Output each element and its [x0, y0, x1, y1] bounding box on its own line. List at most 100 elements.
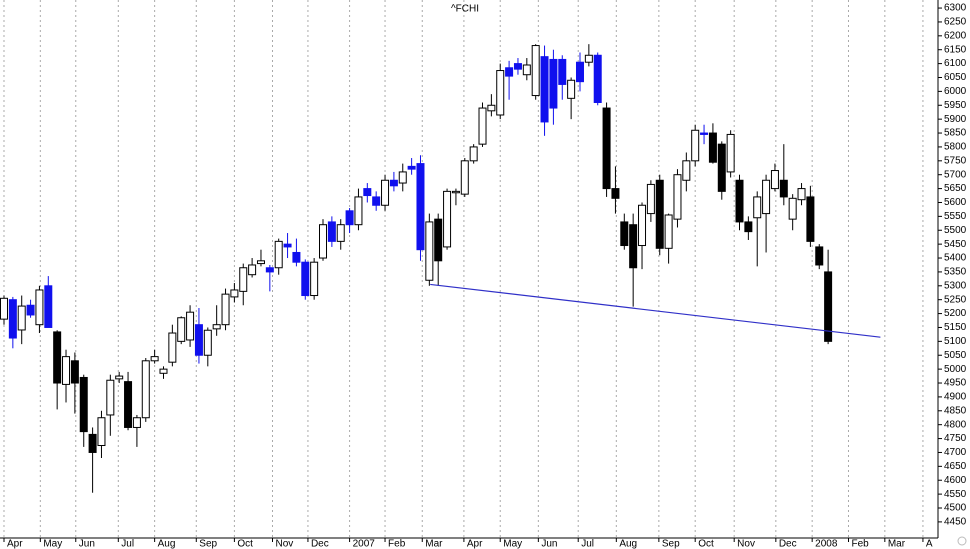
y-tick-label: 5900: [944, 114, 967, 125]
candle-body: [239, 267, 248, 292]
candle-body: [354, 196, 363, 226]
y-tick-label: 5700: [944, 169, 967, 180]
y-tick-label: 5650: [944, 183, 967, 194]
y-tick-label: 5750: [944, 155, 967, 166]
candle-body: [664, 214, 673, 249]
candle-body: [469, 146, 478, 162]
y-tick-label: 4900: [944, 392, 967, 403]
candle-body: [115, 375, 124, 380]
y-tick-label: 5250: [944, 294, 967, 305]
x-tick-label: Feb: [851, 539, 869, 549]
candle-body: [248, 264, 257, 276]
y-tick-label: 6150: [944, 44, 967, 55]
corner-icon: [957, 536, 967, 546]
candle-body: [593, 54, 602, 103]
candle-body: [770, 170, 779, 190]
candle-body: [301, 261, 310, 297]
x-tick-label: Apr: [467, 539, 483, 549]
candle-body: [673, 174, 682, 220]
candle-body: [726, 133, 735, 173]
candle-body: [283, 243, 292, 248]
candle-body: [53, 331, 62, 384]
candle-body: [274, 240, 283, 269]
candle-body: [513, 63, 522, 70]
candle-body: [124, 381, 133, 428]
x-tick-label: Aug: [619, 539, 637, 549]
candle-body: [753, 196, 762, 219]
y-tick-label: 5300: [944, 280, 967, 291]
candle-body: [212, 324, 221, 330]
candle-body: [363, 188, 372, 197]
y-tick-label: 5450: [944, 239, 967, 250]
candle-body: [691, 129, 700, 162]
candle-body: [416, 163, 425, 251]
y-tick-label: 5950: [944, 100, 967, 111]
y-tick-label: 6200: [944, 30, 967, 41]
y-tick-label: 4850: [944, 405, 967, 416]
y-tick-label: 5500: [944, 225, 967, 236]
y-tick-label: 5100: [944, 336, 967, 347]
candle-body: [35, 289, 44, 326]
y-tick-label: 6250: [944, 17, 967, 28]
x-tick-label: Jul: [121, 539, 134, 549]
x-tick-label: Nov: [737, 539, 755, 549]
candle-body: [567, 79, 576, 99]
candle-body: [779, 179, 788, 198]
y-tick-label: 5350: [944, 267, 967, 278]
y-tick-label: 4600: [944, 475, 967, 486]
candle-body: [460, 160, 469, 195]
y-tick-label: 4450: [944, 517, 967, 528]
candle-body: [496, 70, 505, 116]
candle-body: [44, 285, 53, 328]
candle-body: [451, 190, 460, 194]
y-tick-label: 6100: [944, 58, 967, 69]
candle-body: [584, 54, 593, 63]
candle-body: [531, 45, 540, 97]
candle-body: [575, 61, 584, 83]
x-tick-label: Sep: [662, 539, 680, 549]
x-tick-label: Sep: [199, 539, 217, 549]
x-tick-label: Nov: [275, 539, 293, 549]
candle-body: [221, 293, 230, 326]
candle-body: [522, 64, 531, 76]
y-tick-label: 5850: [944, 128, 967, 139]
candle-body: [168, 332, 177, 363]
candle-body: [744, 221, 753, 233]
candle-body: [646, 183, 655, 215]
candle-body: [815, 246, 824, 266]
x-tick-label: May: [43, 539, 62, 549]
candle-body: [186, 311, 195, 341]
candle-body: [150, 356, 159, 362]
y-tick-label: 6300: [944, 3, 967, 14]
candle-body: [70, 360, 79, 384]
candle-body: [425, 221, 434, 281]
chart-title: ^FCHI: [451, 4, 479, 15]
candle-body: [487, 104, 496, 112]
candle-body: [310, 261, 319, 297]
y-tick-label: 6050: [944, 72, 967, 83]
candle-body: [141, 360, 150, 419]
candle-body: [611, 188, 620, 199]
y-tick-label: 4500: [944, 503, 967, 514]
candle-body: [620, 221, 629, 247]
y-tick-label: 6000: [944, 86, 967, 97]
candle-body: [345, 210, 354, 226]
candle-body: [540, 56, 549, 123]
candle-body: [478, 107, 487, 145]
candle-body: [17, 305, 26, 331]
candle-body: [177, 317, 186, 342]
candle-body: [381, 179, 390, 206]
candle-body: [602, 107, 611, 190]
candle-body: [0, 297, 8, 320]
candle-body: [558, 58, 567, 85]
candle-body: [682, 160, 691, 181]
candle-body: [629, 224, 638, 269]
y-tick-label: 5400: [944, 253, 967, 264]
candle-body: [717, 143, 726, 192]
y-tick-label: 4550: [944, 489, 967, 500]
candle-body: [256, 260, 265, 265]
candle-body: [230, 289, 239, 298]
candle-body: [398, 171, 407, 184]
